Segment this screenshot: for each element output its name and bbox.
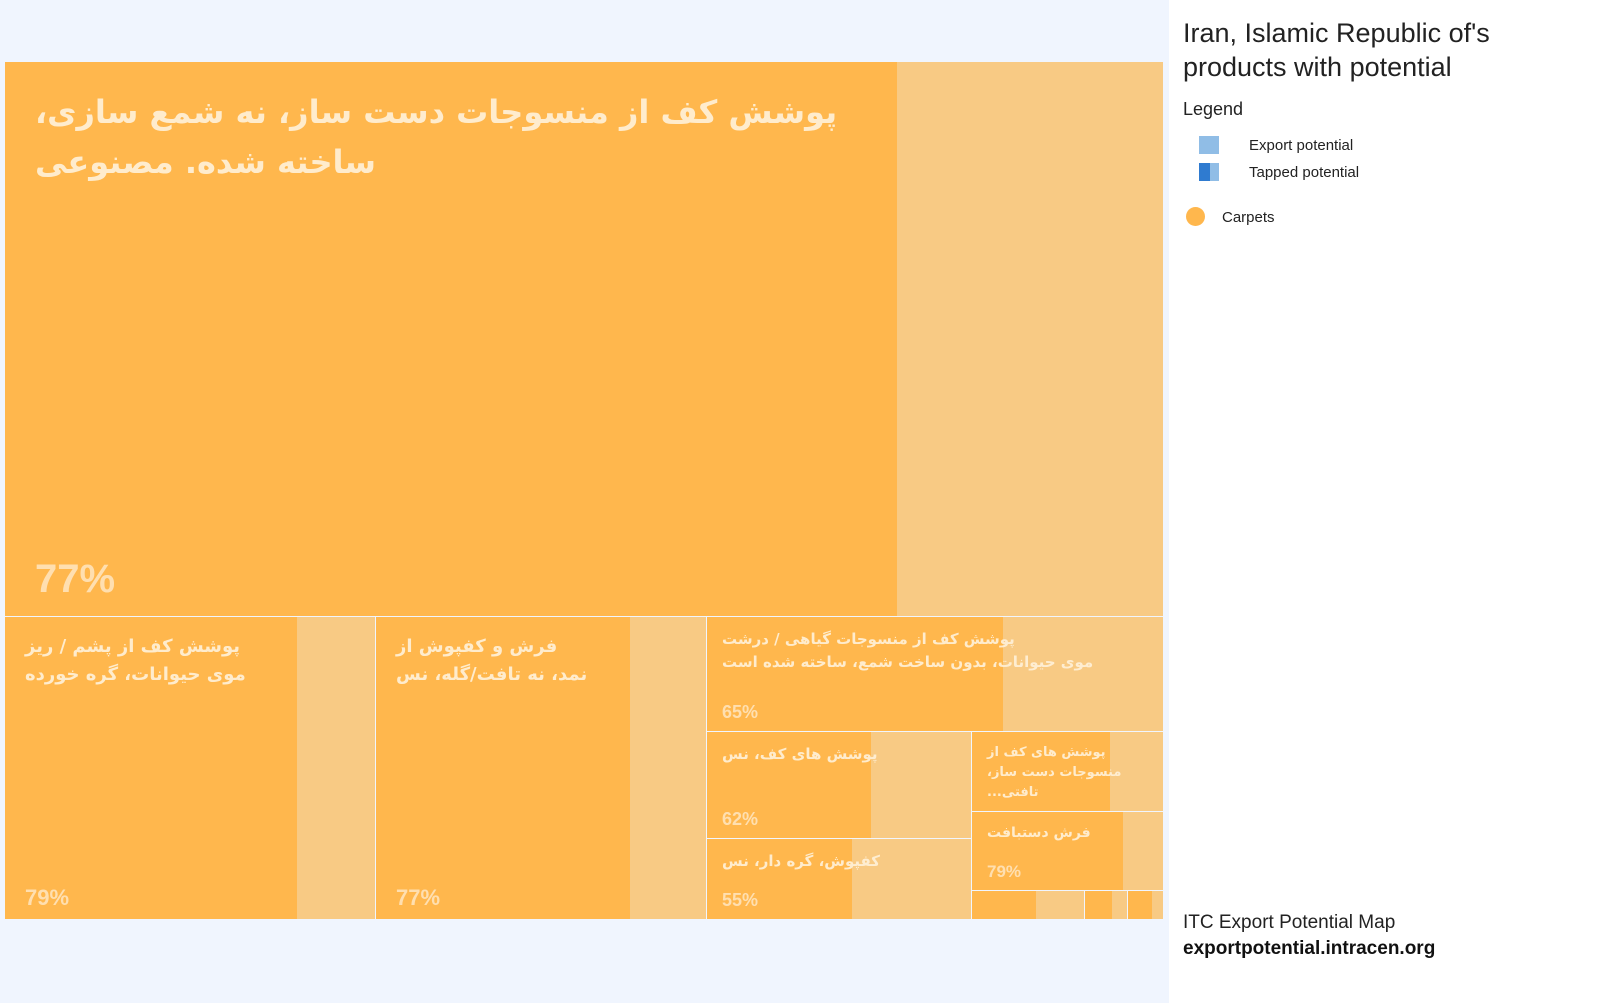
tile-percent: 77% [396, 885, 441, 910]
tile-label: کفپوش، گره دار، نس [722, 852, 881, 870]
treemap-tile[interactable]: فرش دستبافت 79% [972, 812, 1163, 890]
tapped-fill [707, 839, 853, 919]
treemap-tile[interactable] [1085, 891, 1127, 919]
footer-name: ITC Export Potential Map [1183, 912, 1396, 933]
treemap-chart: پوشش کف از منسوجات دست ساز، نه شمع سازی،… [5, 62, 1163, 919]
tapped-fill [1085, 891, 1112, 919]
treemap-tile[interactable]: پوشش کف از منسوجات دست ساز، نه شمع سازی،… [5, 62, 1163, 616]
treemap-tile[interactable]: پوشش های کف، نس 62% [707, 732, 971, 838]
treemap-tile[interactable]: کفپوش، گره دار، نس 55% [707, 839, 971, 919]
legend-export-label: Export potential [1249, 137, 1354, 154]
tile-label: پوشش کف از منسوجات گیاهی / درشت موی حیوا… [722, 630, 1094, 672]
tile-percent: 79% [987, 862, 1022, 881]
tapped-fill [972, 812, 1123, 890]
tapped-fill [5, 617, 298, 919]
tile-percent: 65% [722, 702, 759, 722]
treemap-tile[interactable]: پوشش های کف از منسوجات دست ساز، تافتی... [972, 732, 1163, 811]
tapped-fill [1128, 891, 1153, 919]
treemap-tile[interactable] [972, 891, 1084, 919]
tapped-fill [5, 62, 897, 616]
tile-label: پوشش کف از منسوجات دست ساز، نه شمع سازی،… [35, 93, 838, 181]
tile-label: پوشش کف از پشم / ریز موی حیوانات، گره خو… [25, 636, 246, 685]
treemap-tile[interactable] [1128, 891, 1163, 919]
export-potential-swatch-icon [1199, 136, 1219, 154]
tile-percent: 79% [25, 885, 70, 910]
treemap-tile[interactable]: پوشش کف از پشم / ریز موی حیوانات، گره خو… [5, 617, 375, 919]
carpets-dot-icon [1186, 207, 1205, 226]
tapped-fill [376, 617, 631, 919]
tapped-potential-swatch-icon [1199, 163, 1219, 181]
tile-label: فرش دستبافت [987, 825, 1091, 841]
tapped-fill [707, 732, 871, 838]
tile-label: فرش و کفپوش از نمد، نه تافت/گله، نس [396, 636, 588, 685]
tile-label: پوشش های کف، نس [722, 745, 878, 763]
tapped-fill [972, 891, 1036, 919]
tapped-fill [972, 732, 1110, 811]
treemap-tile[interactable]: پوشش کف از منسوجات گیاهی / درشت موی حیوا… [707, 617, 1163, 731]
tile-label: پوشش های کف از منسوجات دست ساز، تافتی... [987, 745, 1122, 801]
legend-heading: Legend [1183, 99, 1244, 119]
legend-panel: Iran, Islamic Republic of's products wit… [1169, 0, 1600, 1003]
chart-title: Iran, Islamic Republic of's products wit… [1183, 18, 1490, 82]
legend-sector-label: Carpets [1222, 209, 1275, 226]
tile-percent: 55% [722, 890, 759, 910]
tile-percent: 77% [35, 557, 116, 601]
footer-url[interactable]: exportpotential.intracen.org [1183, 938, 1436, 959]
tile-percent: 62% [722, 809, 759, 829]
tapped-fill [707, 617, 1004, 731]
legend-tapped-label: Tapped potential [1249, 164, 1360, 181]
treemap-tile[interactable]: فرش و کفپوش از نمد، نه تافت/گله، نس 77% [376, 617, 706, 919]
